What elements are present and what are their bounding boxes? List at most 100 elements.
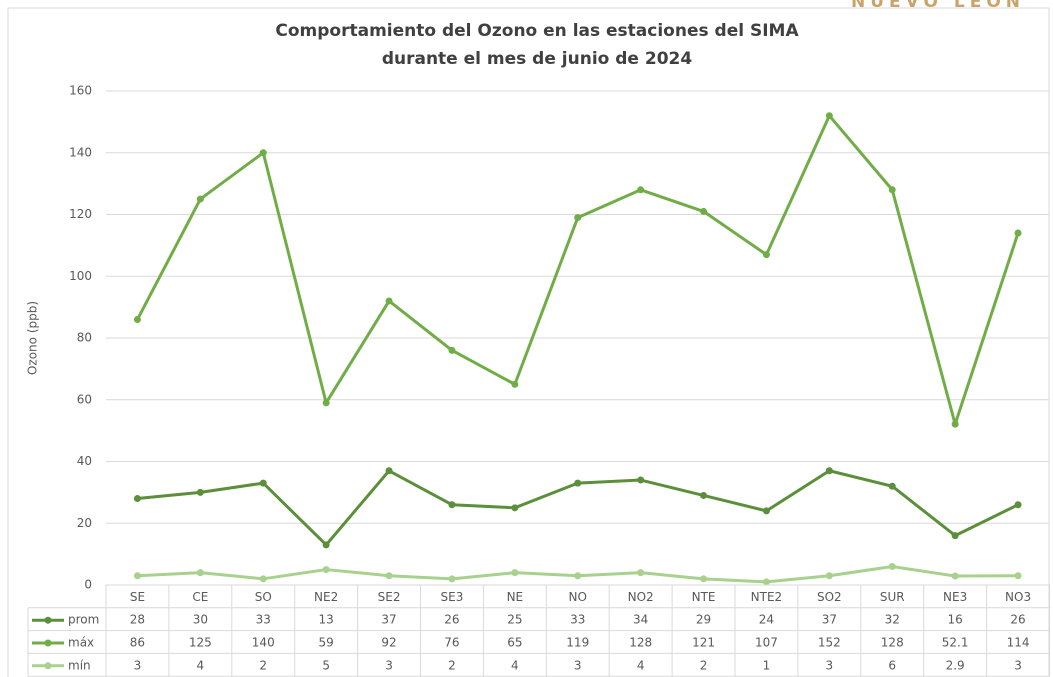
marker [385,297,393,305]
table-value: 86 [130,636,145,650]
marker [448,501,456,509]
table-value: 33 [256,613,271,627]
marker [259,575,267,583]
marker [511,504,519,512]
table-value: 59 [319,636,334,650]
table-value: 4 [637,658,645,672]
table-value: 107 [755,636,778,650]
marker [322,566,330,574]
table-value: 4 [511,658,519,672]
x-tick-label: CE [192,590,208,604]
table-value: 30 [193,613,208,627]
table-value: 2.9 [946,658,965,672]
marker [511,569,519,577]
marker [448,346,456,354]
table-value: 128 [629,636,652,650]
table-value: 2 [448,658,456,672]
x-tick-label: SE3 [441,590,464,604]
marker [574,572,582,580]
marker [637,186,645,194]
chart-frame [7,7,1050,677]
table-value: 26 [1010,613,1025,627]
table-value: 2 [700,658,708,672]
marker [637,476,645,484]
x-tick-label: SE2 [378,590,401,604]
marker [888,482,896,490]
table-value: 28 [130,613,145,627]
table-value: 152 [818,636,841,650]
table-value: 6 [888,658,896,672]
x-tick-label: NE2 [314,590,338,604]
x-tick-label: SO [255,590,272,604]
legend-label: mín [68,658,91,672]
chart-title: Comportamiento del Ozono en las estacion… [275,21,799,41]
table-value: 119 [566,636,589,650]
marker [825,467,833,475]
table-value: 37 [822,613,837,627]
marker [951,532,959,540]
x-tick-label: NO2 [628,590,654,604]
table-value: 1 [763,658,771,672]
x-tick-label: NTE2 [751,590,783,604]
marker [825,572,833,580]
y-tick-label: 20 [77,516,92,530]
y-tick-label: 140 [69,145,92,159]
table-value: 34 [633,613,648,627]
table-value: 3 [385,658,393,672]
marker [574,214,582,222]
marker [951,572,959,580]
marker [700,207,708,215]
marker [133,495,141,503]
marker [1014,572,1022,580]
table-value: 5 [322,658,330,672]
x-tick-label: NE [507,590,524,604]
x-tick-label: NE3 [943,590,967,604]
marker [196,488,204,496]
table-value: 3 [1014,658,1022,672]
marker [574,479,582,487]
table-value: 128 [881,636,904,650]
legend-marker [44,639,52,647]
x-tick-label: NO3 [1005,590,1031,604]
marker [700,575,708,583]
table-value: 65 [507,636,522,650]
brand: NUEVO LEÓN [851,0,1025,12]
marker [133,572,141,580]
table-value: 125 [189,636,212,650]
marker [511,380,519,388]
marker [259,479,267,487]
table-value: 33 [570,613,585,627]
chart-title: durante el mes de junio de 2024 [382,49,693,69]
table-value: 4 [197,658,205,672]
marker [259,149,267,157]
x-tick-label: NTE [692,590,716,604]
table-value: 76 [444,636,459,650]
marker [762,251,770,259]
marker [762,507,770,515]
y-tick-label: 0 [84,578,92,592]
legend-marker [44,616,52,624]
marker [825,112,833,120]
table-value: 16 [948,613,963,627]
marker [448,575,456,583]
marker [133,315,141,323]
x-tick-label: SUR [880,590,905,604]
table-value: 24 [759,613,774,627]
y-tick-label: 80 [77,331,92,345]
marker [385,467,393,475]
y-tick-label: 120 [69,207,92,221]
table-value: 121 [692,636,715,650]
table-value: 140 [252,636,275,650]
y-tick-label: 160 [69,84,92,98]
table-value: 3 [574,658,582,672]
table-value: 92 [381,636,396,650]
table-value: 37 [381,613,396,627]
table-value: 26 [444,613,459,627]
y-tick-label: 60 [77,392,92,406]
table-value: 32 [885,613,900,627]
table-value: 114 [1007,636,1030,650]
y-tick-label: 100 [69,269,92,283]
marker [196,569,204,577]
legend-marker [44,662,52,670]
